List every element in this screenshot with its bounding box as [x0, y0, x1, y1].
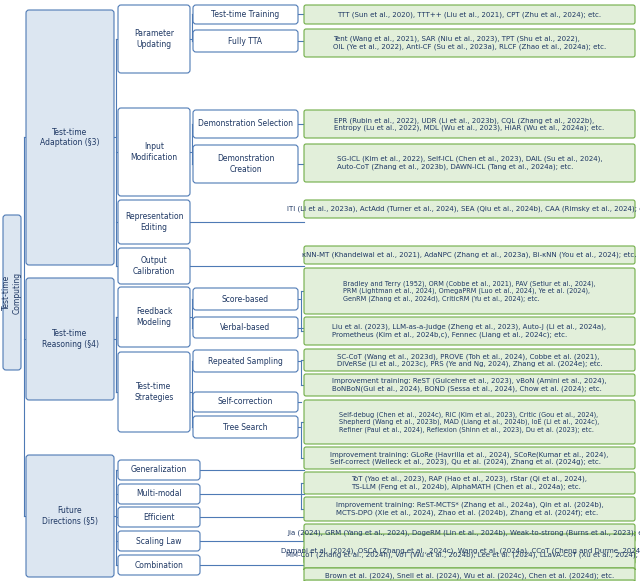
Text: Improvement training: ReST (Gulcehre et al., 2023), vBoN (Amini et al., 2024),
B: Improvement training: ReST (Gulcehre et …: [332, 378, 607, 392]
FancyBboxPatch shape: [304, 110, 635, 138]
FancyBboxPatch shape: [304, 447, 635, 469]
Text: Tent (Wang et al., 2021), SAR (Niu et al., 2023), TPT (Shu et al., 2022),
OIL (Y: Tent (Wang et al., 2021), SAR (Niu et al…: [333, 36, 606, 50]
Text: ToT (Yao et al., 2023), RAP (Hao et al., 2023), rStar (Qi et al., 2024),
TS-LLM : ToT (Yao et al., 2023), RAP (Hao et al.,…: [351, 476, 588, 490]
FancyBboxPatch shape: [304, 349, 635, 371]
Text: Fully TTA: Fully TTA: [228, 37, 262, 45]
FancyBboxPatch shape: [304, 200, 635, 218]
Text: Score-based: Score-based: [222, 295, 269, 303]
FancyBboxPatch shape: [193, 392, 298, 412]
FancyBboxPatch shape: [304, 497, 635, 521]
FancyBboxPatch shape: [118, 555, 200, 575]
FancyBboxPatch shape: [118, 460, 200, 480]
Text: EPR (Rubin et al., 2022), UDR (Li et al., 2023b), CQL (Zhang et al., 2022b),
Ent: EPR (Rubin et al., 2022), UDR (Li et al.…: [334, 117, 605, 131]
FancyBboxPatch shape: [118, 484, 200, 504]
Text: Improvement training: GLoRe (Havrilla et al., 2024), SCoRe(Kumar et al., 2024),
: Improvement training: GLoRe (Havrilla et…: [330, 451, 609, 465]
FancyBboxPatch shape: [304, 472, 635, 494]
FancyBboxPatch shape: [118, 108, 190, 196]
FancyBboxPatch shape: [304, 246, 635, 264]
Text: Generalization: Generalization: [131, 465, 187, 475]
Text: Jia (2024), GRM (Yang et al., 2024), DogeRM (Lin et al., 2024b), Weak-to-strong : Jia (2024), GRM (Yang et al., 2024), Dog…: [287, 530, 640, 536]
FancyBboxPatch shape: [193, 5, 298, 24]
FancyBboxPatch shape: [304, 580, 635, 581]
Text: Multi-modal: Multi-modal: [136, 490, 182, 498]
Text: TTT (Sun et al., 2020), TTT++ (Liu et al., 2021), CPT (Zhu et al., 2024); etc.: TTT (Sun et al., 2020), TTT++ (Liu et al…: [337, 11, 602, 18]
FancyBboxPatch shape: [118, 531, 200, 551]
FancyBboxPatch shape: [193, 317, 298, 338]
FancyBboxPatch shape: [304, 268, 635, 314]
Text: Demonstration Selection: Demonstration Selection: [198, 120, 293, 128]
Text: Efficient: Efficient: [143, 512, 175, 522]
FancyBboxPatch shape: [304, 29, 635, 57]
Text: Test-time Training: Test-time Training: [211, 10, 280, 19]
Text: MM-CoT (Zhang et al., 2024h), VoT (Wu et al., 2024b), Lee et al. (2024), LLaVA-C: MM-CoT (Zhang et al., 2024h), VoT (Wu et…: [286, 552, 640, 558]
Text: Parameter
Updating: Parameter Updating: [134, 29, 174, 49]
Text: Test-time
Reasoning (§4): Test-time Reasoning (§4): [42, 329, 99, 349]
Text: SC-CoT (Wang et al., 2023d), PROVE (Toh et al., 2024), Cobbe et al. (2021),
DiVe: SC-CoT (Wang et al., 2023d), PROVE (Toh …: [337, 353, 602, 367]
FancyBboxPatch shape: [304, 317, 635, 345]
Text: Bradley and Terry (1952), ORM (Cobbe et al., 2021), PAV (Setlur et al., 2024),
P: Bradley and Terry (1952), ORM (Cobbe et …: [343, 280, 596, 302]
Text: Input
Modification: Input Modification: [131, 142, 177, 162]
Text: Liu et al. (2023), LLM-as-a-Judge (Zheng et al., 2023), Auto-J (Li et al., 2024a: Liu et al. (2023), LLM-as-a-Judge (Zheng…: [332, 324, 607, 338]
Text: Self-correction: Self-correction: [218, 397, 273, 407]
Text: Combination: Combination: [134, 561, 184, 569]
Text: Scaling Law: Scaling Law: [136, 536, 182, 546]
Text: κNN-MT (Khandelwal et al., 2021), AdaNPC (Zhang et al., 2023a), Bi-κNN (You et a: κNN-MT (Khandelwal et al., 2021), AdaNPC…: [302, 252, 637, 258]
Text: Feedback
Modeling: Feedback Modeling: [136, 307, 172, 327]
Text: Brown et al. (2024), Snell et al. (2024), Wu et al. (2024c), Chen et al. (2024d): Brown et al. (2024), Snell et al. (2024)…: [325, 573, 614, 579]
Text: Test-time
Strategies: Test-time Strategies: [134, 382, 173, 401]
Text: Improvement training: ReST-MCTS* (Zhang et al., 2024a), Qin et al. (2024b),
MCTS: Improvement training: ReST-MCTS* (Zhang …: [335, 502, 604, 516]
FancyBboxPatch shape: [26, 10, 114, 265]
FancyBboxPatch shape: [193, 350, 298, 372]
Text: Future
Directions (§5): Future Directions (§5): [42, 506, 98, 526]
FancyBboxPatch shape: [304, 5, 635, 24]
FancyBboxPatch shape: [193, 145, 298, 183]
Text: Test-time
Computing: Test-time Computing: [3, 271, 22, 314]
Text: Damani et al. (2024), OSCA (Zhang et al., 2024c), Wang et al. (2024a), CCoT (Che: Damani et al. (2024), OSCA (Zhang et al.…: [281, 548, 640, 554]
FancyBboxPatch shape: [193, 288, 298, 310]
FancyBboxPatch shape: [118, 352, 190, 432]
FancyBboxPatch shape: [304, 374, 635, 396]
Text: Tree Search: Tree Search: [223, 422, 268, 432]
FancyBboxPatch shape: [3, 215, 21, 370]
FancyBboxPatch shape: [304, 546, 635, 564]
Text: Output
Calibration: Output Calibration: [133, 256, 175, 276]
Text: Demonstration
Creation: Demonstration Creation: [217, 155, 274, 174]
FancyBboxPatch shape: [193, 30, 298, 52]
Text: ITI (Li et al., 2023a), ActAdd (Turner et al., 2024), SEA (Qiu et al., 2024b), C: ITI (Li et al., 2023a), ActAdd (Turner e…: [287, 206, 640, 212]
Text: Representation
Editing: Representation Editing: [125, 212, 183, 232]
FancyBboxPatch shape: [304, 568, 635, 581]
FancyBboxPatch shape: [304, 524, 635, 542]
FancyBboxPatch shape: [304, 400, 635, 444]
FancyBboxPatch shape: [118, 507, 200, 527]
FancyBboxPatch shape: [118, 287, 190, 347]
FancyBboxPatch shape: [304, 144, 635, 182]
Text: Self-debug (Chen et al., 2024c), RIC (Kim et al., 2023), Critic (Gou et al., 202: Self-debug (Chen et al., 2024c), RIC (Ki…: [339, 411, 600, 433]
FancyBboxPatch shape: [26, 455, 114, 577]
Text: Test-time
Adaptation (§3): Test-time Adaptation (§3): [40, 128, 100, 147]
Text: Repeated Sampling: Repeated Sampling: [208, 357, 283, 365]
FancyBboxPatch shape: [26, 278, 114, 400]
FancyBboxPatch shape: [193, 110, 298, 138]
FancyBboxPatch shape: [304, 532, 635, 570]
FancyBboxPatch shape: [118, 200, 190, 244]
Text: SG-ICL (Kim et al., 2022), Self-ICL (Chen et al., 2023), DAIL (Su et al., 2024),: SG-ICL (Kim et al., 2022), Self-ICL (Che…: [337, 156, 602, 170]
Text: Verbal-based: Verbal-based: [220, 323, 271, 332]
FancyBboxPatch shape: [118, 248, 190, 284]
FancyBboxPatch shape: [193, 416, 298, 438]
FancyBboxPatch shape: [118, 5, 190, 73]
